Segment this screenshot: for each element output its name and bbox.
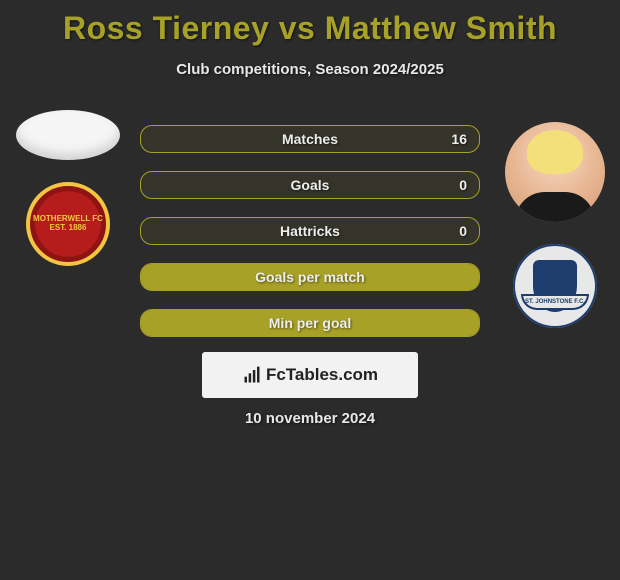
subtitle: Club competitions, Season 2024/2025: [0, 61, 620, 78]
stat-label: Min per goal: [141, 310, 479, 336]
stat-label: Goals per match: [141, 264, 479, 290]
page-title: Ross Tierney vs Matthew Smith: [0, 0, 620, 47]
shield-icon: ST. JOHNSTONE F.C.: [533, 260, 577, 312]
player2-crest-ribbon: ST. JOHNSTONE F.C.: [521, 294, 589, 310]
player2-column: ST. JOHNSTONE F.C.: [500, 122, 610, 328]
player1-photo: [16, 110, 120, 160]
stat-label: Matches: [141, 126, 479, 152]
player1-column: MOTHERWELL FC EST. 1886: [8, 110, 128, 266]
watermark: FcTables.com: [202, 352, 418, 398]
stat-value-right: 16: [451, 126, 467, 152]
stat-row: Goals per match: [140, 263, 480, 291]
stats-list: Matches16Goals0Hattricks0Goals per match…: [140, 125, 480, 355]
stat-value-right: 0: [459, 172, 467, 198]
stat-row: Min per goal: [140, 309, 480, 337]
stat-value-right: 0: [459, 218, 467, 244]
player1-crest-text: MOTHERWELL FC EST. 1886: [30, 215, 106, 233]
bar-chart-icon: [242, 365, 262, 385]
stat-row: Hattricks0: [140, 217, 480, 245]
player1-club-crest: MOTHERWELL FC EST. 1886: [26, 182, 110, 266]
stat-label: Goals: [141, 172, 479, 198]
player2-photo: [505, 122, 605, 222]
stat-row: Goals0: [140, 171, 480, 199]
stat-label: Hattricks: [141, 218, 479, 244]
watermark-text: FcTables.com: [266, 365, 378, 385]
player2-club-crest: ST. JOHNSTONE F.C.: [513, 244, 597, 328]
date-line: 10 november 2024: [0, 410, 620, 427]
stat-row: Matches16: [140, 125, 480, 153]
